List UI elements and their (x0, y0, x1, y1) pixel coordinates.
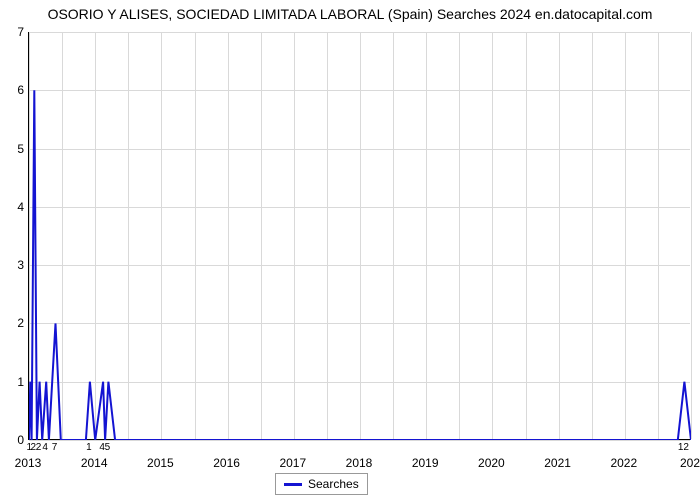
x-minor-label: 5 (105, 442, 111, 453)
x-tick-label: 2015 (147, 456, 174, 470)
y-tick-label: 4 (10, 200, 24, 214)
x-tick-label: 2020 (478, 456, 505, 470)
y-tick-label: 5 (10, 142, 24, 156)
y-tick-label: 0 (10, 433, 24, 447)
x-minor-label: 1 (86, 442, 92, 453)
legend: Searches (275, 473, 368, 495)
y-tick-label: 7 (10, 25, 24, 39)
x-tick-label: 2013 (15, 456, 42, 470)
x-minor-label: 2 (36, 442, 42, 453)
gridline-v (691, 32, 692, 439)
x-tick-label: 2016 (213, 456, 240, 470)
x-tick-label: 2017 (279, 456, 306, 470)
gridline-h (29, 440, 690, 441)
x-minor-label: 7 (52, 442, 58, 453)
y-tick-label: 3 (10, 258, 24, 272)
x-tick-label: 2018 (346, 456, 373, 470)
y-tick-label: 1 (10, 375, 24, 389)
x-tick-label: 2021 (544, 456, 571, 470)
x-minor-label: 4 (42, 442, 48, 453)
plot-area (28, 32, 690, 440)
series-line (29, 32, 691, 440)
x-tick-label: 2022 (610, 456, 637, 470)
y-tick-label: 6 (10, 83, 24, 97)
x-tick-label: 202 (680, 456, 700, 470)
x-tick-label: 2014 (81, 456, 108, 470)
x-minor-label: 12 (678, 442, 689, 453)
chart-title: OSORIO Y ALISES, SOCIEDAD LIMITADA LABOR… (0, 6, 700, 22)
chart-container: OSORIO Y ALISES, SOCIEDAD LIMITADA LABOR… (0, 0, 700, 500)
y-tick-label: 2 (10, 316, 24, 330)
legend-swatch (284, 483, 302, 486)
x-tick-label: 2019 (412, 456, 439, 470)
legend-label: Searches (308, 477, 359, 491)
